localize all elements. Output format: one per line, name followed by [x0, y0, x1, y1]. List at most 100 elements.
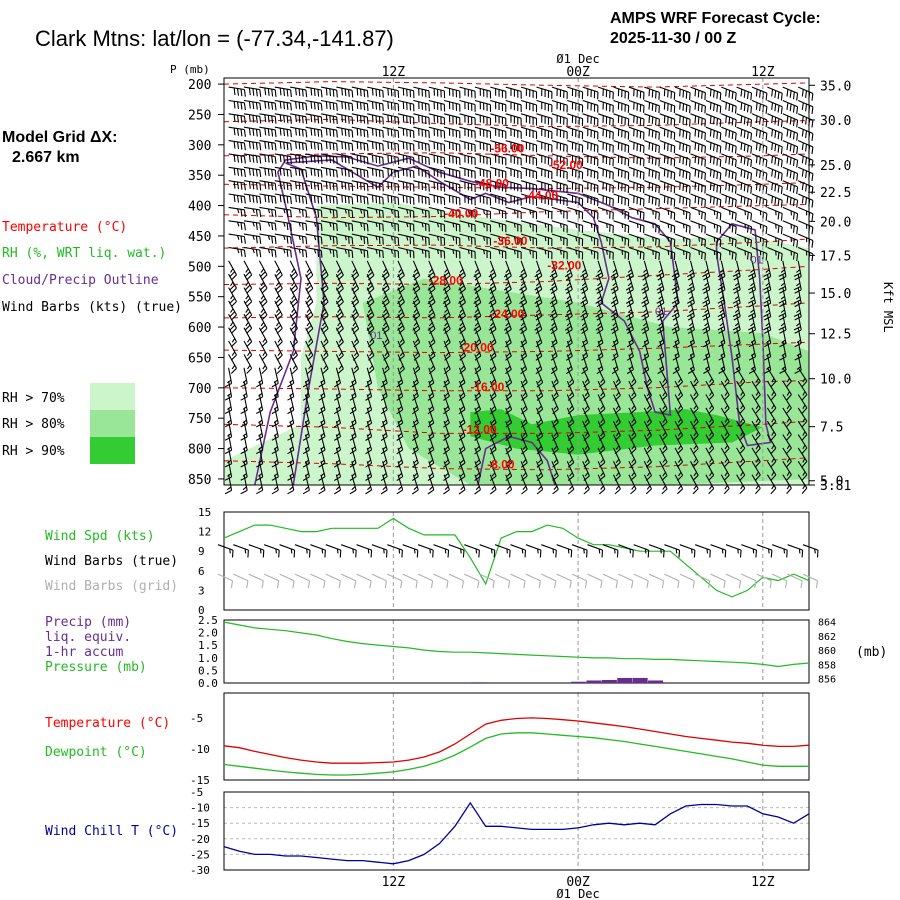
- wind-barb: [793, 260, 802, 281]
- wind-tick-label: 6: [198, 565, 205, 578]
- wind-barb: [411, 461, 419, 482]
- wind-barb: [412, 287, 421, 308]
- wind-barb: [490, 246, 507, 259]
- wind-barb: [320, 273, 329, 294]
- wind-barb: [320, 180, 338, 191]
- wind-barb: [290, 220, 308, 231]
- wind-barb: [720, 447, 730, 468]
- wind-barb: [566, 474, 575, 495]
- wind-barb: [325, 573, 341, 589]
- precip-legend-label: Pressure (mb): [45, 660, 147, 675]
- wind-barb: [336, 86, 354, 98]
- wind-barb: [228, 354, 237, 374]
- pressure-unit-label: (mb): [856, 645, 887, 660]
- wind-barb: [705, 220, 722, 234]
- wind-barb: [782, 126, 799, 141]
- wind-barb: [217, 544, 234, 558]
- wind-barb: [567, 220, 584, 233]
- wind-barb: [767, 220, 783, 235]
- precip-tick-label: 2.5: [198, 614, 218, 627]
- wind-chill-tick-label: -5: [190, 786, 203, 799]
- wind-barb: [459, 153, 476, 166]
- wind-barb: [505, 99, 522, 113]
- wind-barb: [613, 99, 630, 113]
- wind-barb: [736, 246, 753, 261]
- temperature-panel: -5 -10 -15 Temperature (°C) Dewpoint (°C): [45, 692, 810, 787]
- wind-barb: [224, 474, 233, 495]
- wind-barb: [335, 273, 344, 294]
- wind-barb: [427, 287, 436, 308]
- wind-barb: [381, 287, 390, 308]
- wind-barb: [240, 394, 248, 414]
- wind-barb: [320, 354, 329, 375]
- height-tick-label: 30.0: [820, 114, 851, 129]
- wind-barb: [564, 314, 573, 335]
- wind-barb: [442, 260, 451, 281]
- wind-barb: [489, 394, 497, 415]
- temperature-contour-label: -24.00: [490, 307, 524, 321]
- wind-legend-label: Wind Barbs (true): [45, 554, 178, 569]
- wind-barb: [428, 246, 446, 259]
- wind-barb: [366, 287, 375, 308]
- wind-barb: [766, 474, 777, 495]
- wind-barb: [459, 126, 476, 139]
- wind-barb: [721, 126, 737, 141]
- pressure-tick-label: 450: [188, 230, 211, 245]
- precip-bar: [471, 682, 487, 683]
- wind-barb: [582, 474, 590, 495]
- wind-barb: [433, 544, 450, 558]
- wind-barb: [628, 153, 645, 167]
- wind-barb: [356, 544, 373, 558]
- wind-barb: [628, 220, 645, 234]
- wind-barb: [736, 461, 746, 481]
- wind-barb: [582, 166, 599, 180]
- panel-frame: [223, 692, 810, 781]
- wind-barb: [582, 180, 599, 193]
- wind-barb: [648, 544, 665, 558]
- wind-barb: [690, 380, 699, 401]
- wind-barb: [674, 206, 691, 221]
- wind-barb: [550, 327, 558, 348]
- wind-barb: [259, 126, 277, 138]
- wind-barb: [274, 206, 292, 218]
- wind-barb: [581, 340, 589, 361]
- wind-barb: [305, 220, 323, 231]
- wind-barb: [602, 573, 618, 589]
- wind-barb: [763, 274, 772, 294]
- precip-pressure-panel: 2.52.01.51.00.50.0 864 862 860 858 856 (mb) Pre…: [45, 614, 887, 690]
- wind-barb: [705, 206, 722, 221]
- wind-barb: [240, 421, 248, 441]
- wind-barb: [551, 233, 568, 247]
- wind-barb: [695, 544, 711, 558]
- cross-section-panel: -56.00 -52.00 -48.00 -44.00 -40.00 -36.00 -32.…: [170, 63, 895, 495]
- wind-barb: [488, 260, 497, 281]
- wind-barb: [520, 113, 538, 126]
- wind-barb: [536, 126, 553, 140]
- wind-barb: [520, 447, 528, 468]
- wind-barb: [597, 153, 614, 167]
- wind-barb: [228, 287, 237, 308]
- wind-barb: [412, 314, 421, 335]
- wind-barb: [274, 246, 292, 258]
- wind-barb: [459, 140, 476, 152]
- wind-barb: [751, 474, 761, 495]
- wind-chill-tick-label: -30: [190, 864, 210, 877]
- wind-barb: [567, 166, 584, 180]
- wind-barb: [274, 193, 292, 205]
- wind-barb: [597, 86, 614, 100]
- bottom-date-label: Ø1 Dec: [556, 887, 599, 900]
- wind-barb: [721, 180, 737, 194]
- wind-barb: [351, 354, 360, 375]
- wind-barb: [674, 233, 691, 247]
- bottom-time-label: 00Z: [566, 875, 590, 890]
- wind-barb: [721, 220, 737, 234]
- wind-barb: [659, 140, 676, 154]
- top-time-label: 12Z: [751, 65, 775, 80]
- wind-barb: [458, 461, 466, 482]
- wind-barb: [556, 544, 573, 558]
- wind-barb: [274, 260, 283, 281]
- wind-barb: [725, 573, 742, 589]
- wind-barb: [613, 166, 630, 180]
- wind-barb: [797, 407, 808, 428]
- wind-barb: [721, 86, 737, 101]
